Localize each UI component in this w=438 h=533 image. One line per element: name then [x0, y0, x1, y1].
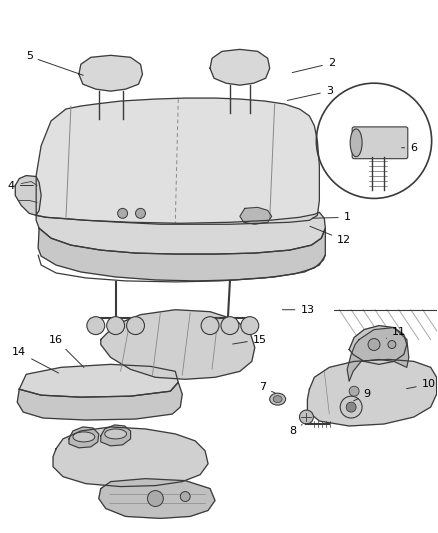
- Text: 12: 12: [310, 227, 351, 245]
- Ellipse shape: [270, 393, 286, 405]
- Circle shape: [127, 317, 145, 335]
- Circle shape: [201, 317, 219, 335]
- Ellipse shape: [105, 429, 127, 439]
- Text: 16: 16: [49, 335, 84, 367]
- Circle shape: [388, 341, 396, 349]
- Circle shape: [118, 208, 127, 219]
- Circle shape: [87, 317, 105, 335]
- Text: 10: 10: [406, 379, 436, 389]
- Text: 7: 7: [259, 382, 275, 393]
- Polygon shape: [38, 228, 325, 281]
- FancyBboxPatch shape: [352, 127, 408, 159]
- Circle shape: [148, 490, 163, 506]
- Circle shape: [300, 410, 314, 424]
- Polygon shape: [69, 427, 99, 448]
- Polygon shape: [79, 55, 142, 91]
- Circle shape: [135, 208, 145, 219]
- Circle shape: [349, 386, 359, 396]
- Text: 11: 11: [386, 327, 406, 338]
- Polygon shape: [307, 359, 437, 426]
- Text: 6: 6: [402, 143, 417, 153]
- Circle shape: [346, 402, 356, 412]
- Text: 2: 2: [292, 58, 335, 72]
- Text: 3: 3: [287, 86, 333, 100]
- Ellipse shape: [273, 395, 282, 402]
- Circle shape: [368, 338, 380, 351]
- Text: 13: 13: [283, 305, 314, 314]
- Polygon shape: [53, 427, 208, 487]
- Text: 14: 14: [12, 348, 59, 373]
- Polygon shape: [101, 425, 131, 446]
- Ellipse shape: [73, 432, 95, 442]
- Text: 5: 5: [26, 51, 83, 75]
- Polygon shape: [36, 98, 319, 224]
- Polygon shape: [36, 212, 325, 254]
- Polygon shape: [15, 175, 41, 215]
- Circle shape: [340, 396, 362, 418]
- Circle shape: [107, 317, 124, 335]
- Text: 9: 9: [353, 389, 371, 401]
- Polygon shape: [240, 207, 272, 224]
- Polygon shape: [210, 50, 270, 85]
- Polygon shape: [101, 310, 255, 379]
- Ellipse shape: [350, 129, 362, 157]
- Text: 4: 4: [8, 181, 33, 190]
- Circle shape: [180, 491, 190, 502]
- Polygon shape: [349, 326, 407, 365]
- Circle shape: [221, 317, 239, 335]
- Text: 15: 15: [233, 335, 267, 344]
- Text: 1: 1: [312, 212, 351, 222]
- Polygon shape: [347, 328, 409, 381]
- Polygon shape: [17, 382, 182, 420]
- Text: 8: 8: [289, 425, 302, 436]
- Polygon shape: [99, 479, 215, 519]
- Polygon shape: [19, 365, 178, 397]
- Circle shape: [241, 317, 259, 335]
